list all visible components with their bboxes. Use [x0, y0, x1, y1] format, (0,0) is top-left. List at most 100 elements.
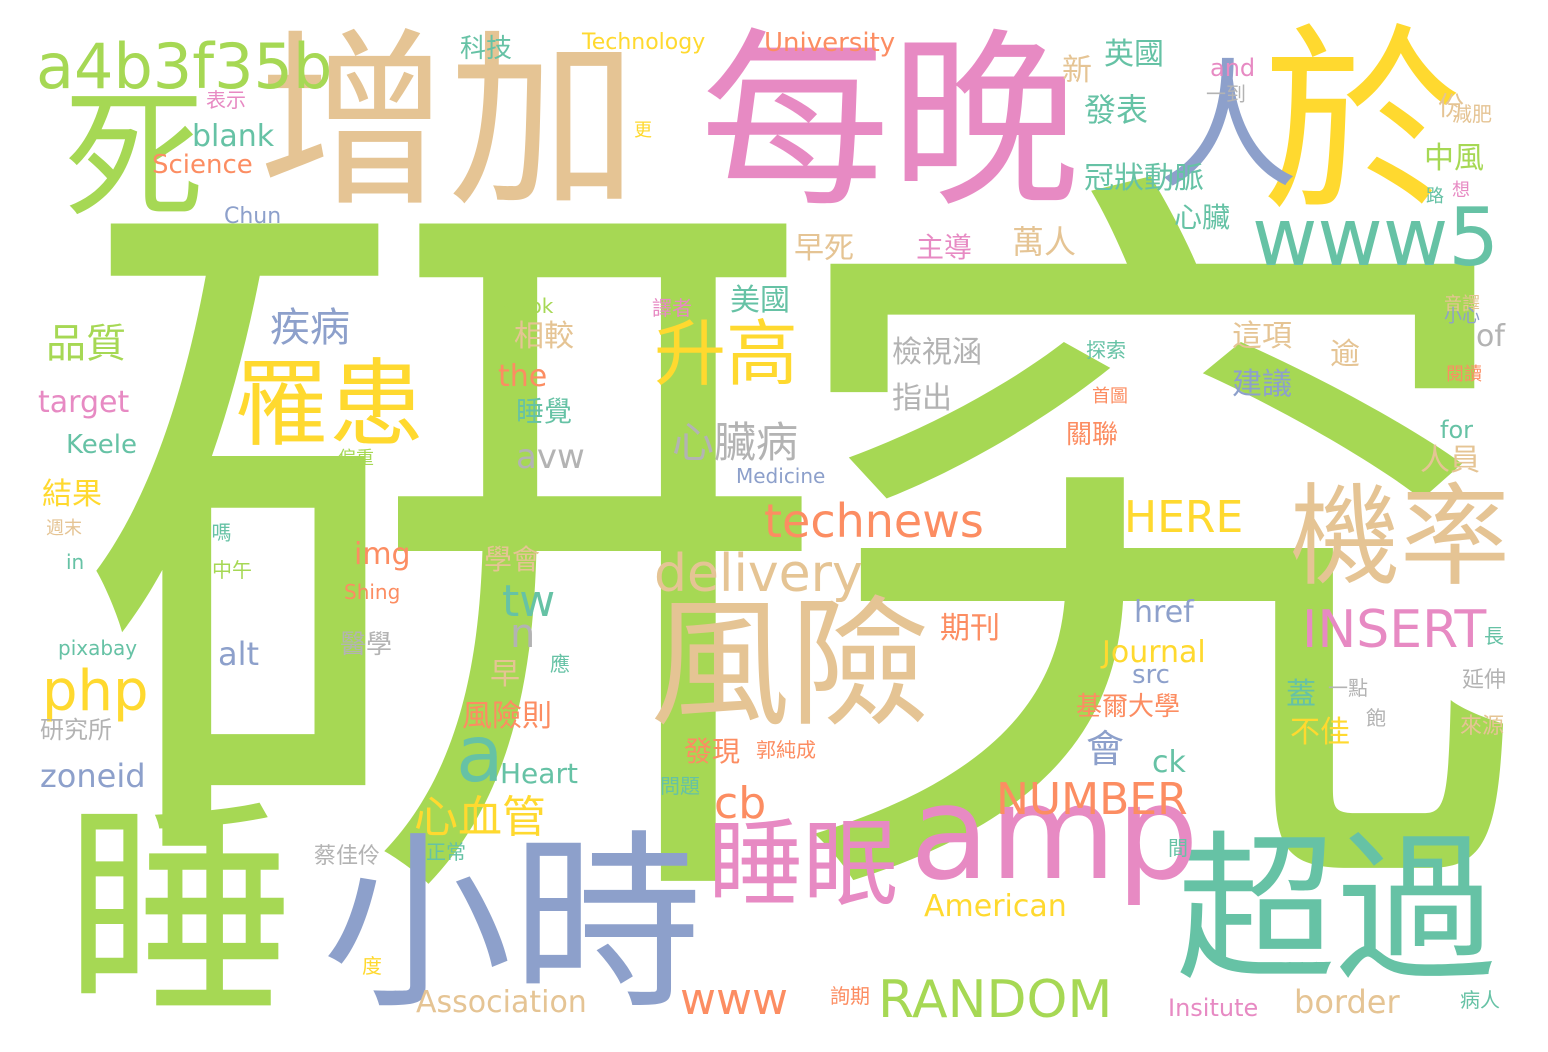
word-yizhe: 譯者 [652, 296, 692, 320]
word-cb: cb [714, 778, 767, 829]
word-php: php [42, 659, 149, 724]
word-the: the [498, 359, 548, 394]
word-blank: blank [192, 119, 275, 154]
word-gai: 蓋 [1286, 677, 1316, 712]
word-insert: INSERT [1302, 600, 1487, 660]
word-xiaoxin: 小心 [1444, 306, 1480, 327]
word-delivery: delivery [654, 544, 863, 604]
word-jian: 間 [1168, 836, 1188, 860]
word-xiangjiao: 相較 [514, 319, 574, 354]
word-xiaoshi: 小時 [322, 814, 703, 1035]
word-number: NUMBER [996, 774, 1188, 825]
word-zhoumo: 週末 [46, 518, 82, 539]
word-here: HERE [1124, 492, 1244, 543]
word-science: Science [152, 150, 253, 180]
word-meiguo: 美國 [730, 283, 790, 318]
word-hui: 會 [1086, 727, 1125, 771]
word-yinyi: 音譯 [1444, 294, 1480, 315]
word-jianshihan: 檢視涵 [892, 335, 982, 370]
word-alt: alt [218, 635, 260, 673]
word-qikan: 期刊 [940, 611, 1000, 646]
word-a: a [456, 710, 504, 800]
word-shoutu: 首圖 [1092, 386, 1128, 407]
word-amp: amp [910, 757, 1199, 909]
word-jibing: 疾病 [270, 305, 350, 351]
word-zhichu: 指出 [892, 381, 952, 416]
word-bu: 不 [736, 504, 754, 525]
word-bao: 飽 [1366, 706, 1386, 730]
word-faxian: 發現 [684, 735, 741, 768]
word-shing: Shing [344, 580, 401, 604]
word-caijialing: 蔡佳伶 [314, 844, 381, 869]
word-technology: Technology [582, 30, 706, 55]
word-medicine: Medicine [736, 464, 826, 488]
word-meiwan: 每晚 [700, 12, 1081, 233]
word-target: target [38, 385, 130, 420]
word-yu: 於 [1262, 7, 1463, 240]
word-zao: 早 [490, 657, 520, 692]
word-zhang: 長 [1484, 624, 1504, 648]
word-zhexiang: 這項 [1232, 319, 1292, 354]
word-yanshen: 延伸 [1462, 668, 1507, 693]
word-chaoguo: 超過 [1176, 816, 1497, 1003]
word-yuedu: 閱讀 [1446, 364, 1482, 385]
word-biaoshi: 表示 [206, 88, 246, 112]
word-keele: Keele [66, 430, 137, 460]
word-pianzhong: 偏重 [338, 448, 374, 469]
word-shuimian: 睡眠 [708, 810, 899, 920]
word-www: www [680, 974, 788, 1025]
word-shui: 睡 [64, 781, 295, 1048]
word-si: 死 [64, 76, 205, 239]
word-guanzhuangdongmai: 冠狀動脈 [1084, 161, 1204, 196]
word-laiyuan: 來源 [1460, 714, 1505, 739]
word-jianfei: 減肥 [1452, 102, 1492, 126]
word-ck: ck [1152, 745, 1186, 780]
word-lihuan: 罹患 [234, 350, 425, 460]
word-fen: 份 [1438, 92, 1465, 122]
word-border: border [1294, 983, 1400, 1021]
word-img: img [354, 537, 411, 572]
word-zhengchang: 正常 [426, 840, 466, 864]
word-zengjia: 增加 [258, 12, 639, 233]
word-technews: technews [764, 494, 984, 548]
word-ying: 應 [550, 652, 570, 676]
word-zhudao: 主導 [916, 231, 973, 264]
word-guanlian: 關聯 [1066, 420, 1119, 450]
word-fengxian: 風險 [650, 584, 931, 747]
word-www5: www5 [1252, 191, 1500, 284]
word-chun: Chun [224, 204, 282, 229]
word-bingren: 病人 [1460, 988, 1500, 1012]
word-keji: 科技 [460, 34, 513, 64]
word-renyuan: 人員 [1420, 443, 1480, 478]
word-avw: avw [516, 437, 585, 477]
word-jianyi: 建議 [1232, 367, 1292, 402]
word-for: for [1440, 416, 1473, 444]
word-jieguo: 結果 [42, 477, 102, 512]
word-american: American [924, 889, 1067, 924]
word-bujia: 不佳 [1290, 715, 1350, 750]
word-href: href [1134, 595, 1194, 630]
word-wenti: 問題 [660, 774, 700, 798]
word-of: of [1476, 319, 1505, 354]
word-a4b3f35b: a4b3f35b [36, 30, 333, 103]
word-shenggao: 升高 [654, 312, 799, 396]
word-xiang: 想 [1452, 180, 1470, 201]
word-kwok: Kwok [500, 294, 554, 318]
word-xunqi: 詢期 [830, 984, 870, 1008]
word-wanren: 萬人 [1012, 223, 1077, 261]
word-zhongwu: 中午 [212, 558, 252, 582]
word-and: and [1210, 54, 1256, 82]
word-yingguo: 英國 [1104, 37, 1164, 72]
word-jilv: 機率 [1290, 473, 1510, 601]
word-journal: Journal [1102, 635, 1206, 670]
word-pixabay: pixabay [58, 636, 138, 660]
word-xinxueguan: 心血管 [414, 792, 546, 843]
word-geng: 更 [634, 120, 652, 141]
word-zaosi: 早死 [794, 231, 854, 266]
word-yidao: 一到 [1206, 82, 1246, 106]
word-tansuo: 探索 [1086, 338, 1126, 362]
word-xinzang: 心臟 [1174, 201, 1231, 234]
word-tw: tw [502, 576, 556, 627]
word-jierdaxue: 基爾大學 [1076, 692, 1181, 722]
word-n: n [510, 611, 536, 657]
